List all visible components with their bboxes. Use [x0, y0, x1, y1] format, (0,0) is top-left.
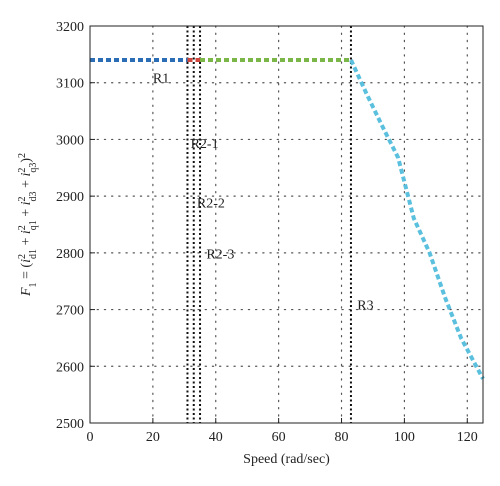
region-boundaries	[186, 26, 352, 423]
x-tick-label: 20	[146, 430, 160, 445]
y-tick-label: 2600	[56, 360, 84, 375]
y-tick-label: 2800	[56, 247, 84, 262]
y-tick-label: 2500	[56, 417, 84, 432]
y-tick-label: 3100	[56, 77, 84, 92]
plot-frame	[89, 25, 484, 424]
x-tick-label: 0	[87, 430, 94, 445]
region-label: R2-3	[206, 248, 234, 263]
region-label: R2-2	[197, 196, 225, 211]
y-tick-label: 3000	[56, 133, 84, 148]
ticks: 0 20 40 60 80 100 120 2500 2600 2700 2800 2900 3000 3…	[56, 20, 478, 445]
x-tick-label: 120	[457, 430, 478, 445]
y-axis-label: F1 = (i2d1 + i2q1 + i2d3 + i2q3)2	[17, 153, 39, 297]
y-tick-label: 3200	[56, 20, 84, 35]
x-tick-label: 100	[394, 430, 415, 445]
region-label: R3	[357, 299, 373, 314]
x-axis-label: Speed (rad/sec)	[243, 452, 330, 467]
grid	[89, 25, 484, 424]
region-label: R1	[153, 72, 169, 87]
series-line	[349, 59, 485, 380]
x-tick-label: 80	[335, 430, 349, 445]
x-tick-label: 60	[272, 430, 286, 445]
region-labels: R1 R2-1 R2-2 R2-3 R3	[153, 72, 374, 314]
y-tick-label: 2900	[56, 190, 84, 205]
series-group	[90, 58, 485, 380]
x-tick-label: 40	[209, 430, 223, 445]
y-tick-label: 2700	[56, 304, 84, 319]
region-label: R2-1	[191, 137, 219, 152]
